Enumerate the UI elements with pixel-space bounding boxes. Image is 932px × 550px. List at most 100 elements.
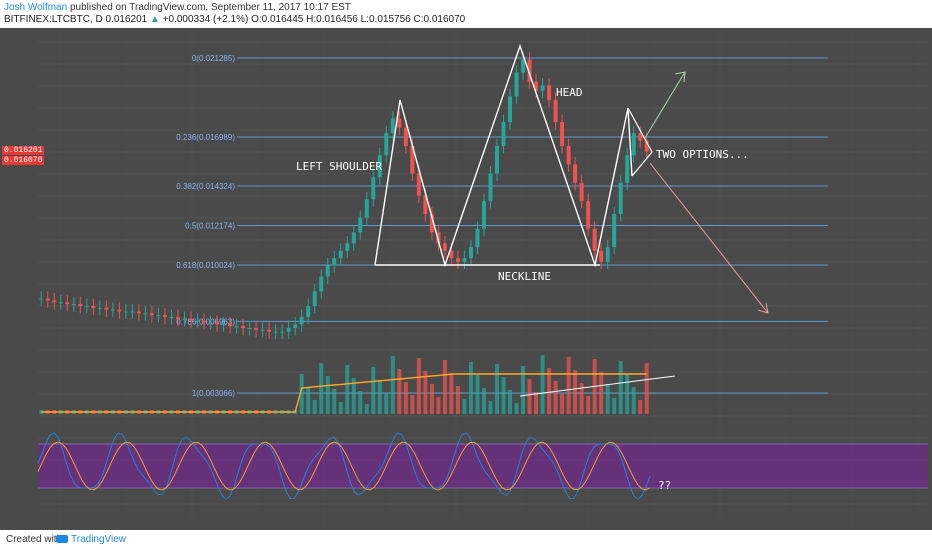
head-shoulders-pattern[interactable] — [374, 43, 769, 397]
last-price: 0.016201 — [105, 14, 148, 25]
candle-body — [397, 118, 402, 128]
candle-body — [143, 313, 148, 315]
volume-bar — [377, 380, 382, 414]
low-value: L:0.015756 — [360, 14, 411, 25]
bearish-arrowhead-icon — [757, 302, 769, 314]
candle-body — [612, 214, 617, 248]
candle-body — [58, 302, 63, 304]
volume-bar — [442, 360, 447, 414]
volume-bar — [560, 394, 565, 414]
candle-body — [91, 305, 96, 308]
volume-bar — [371, 367, 376, 414]
author-name[interactable]: Josh Wolfman — [4, 2, 68, 13]
candle-body — [514, 72, 519, 97]
candle-body — [501, 122, 506, 146]
candle-body — [488, 173, 493, 202]
candle-body — [149, 313, 154, 316]
candle-body — [84, 305, 89, 307]
footer: Created with TradingView — [0, 530, 932, 550]
candle-body — [189, 318, 193, 321]
candle-body — [215, 322, 220, 325]
tradingview-logo[interactable]: TradingView — [56, 534, 126, 545]
volume-bar — [625, 374, 630, 414]
price-change: +0.000334 (+2.1%) — [162, 14, 249, 25]
candle-body — [247, 328, 252, 330]
candle-body — [599, 250, 604, 262]
fib-level-label: 0.382(0.014324) — [176, 182, 235, 191]
volume-bar — [599, 372, 604, 414]
candle-body — [481, 201, 486, 229]
open-value: O:0.016445 — [251, 14, 304, 25]
volume-bar — [351, 378, 356, 414]
candle-body — [377, 155, 382, 178]
chart-area[interactable]: 0(0.021285) 0.236(0.016989) 0.382(0.014324… — [0, 28, 932, 530]
volume-bar — [345, 365, 350, 414]
fib-level-label: 0.618(0.010024) — [176, 261, 235, 270]
volume-bar — [631, 387, 636, 414]
volume-bar — [481, 388, 486, 414]
candle-body — [495, 145, 499, 174]
candle-body — [325, 265, 330, 277]
volume-bar — [436, 397, 441, 414]
candle-body — [306, 305, 311, 317]
volume-bar — [534, 392, 539, 414]
candles — [39, 52, 649, 340]
candle-body — [455, 258, 460, 262]
candle-body — [175, 316, 180, 319]
candle-body — [299, 316, 304, 325]
fib-retracement[interactable]: 0(0.021285) 0.236(0.016989) 0.382(0.014324… — [176, 54, 828, 398]
symbol-name: BITFINEX:LTCBTC, D — [4, 14, 103, 25]
volume-trend-line — [519, 375, 676, 397]
candle-body — [97, 307, 102, 309]
bullish-arrow — [644, 71, 686, 139]
candle-body — [280, 331, 285, 333]
candle-body — [136, 311, 141, 314]
neckline-label: NECKLINE — [498, 270, 551, 283]
candle-body — [416, 173, 421, 196]
candle-body — [241, 326, 246, 329]
volume-bar — [475, 375, 480, 414]
candle-body — [521, 59, 526, 73]
volume-bar — [553, 381, 558, 414]
candle-body — [618, 182, 623, 215]
high-value: H:0.016456 — [306, 14, 358, 25]
candle-body — [547, 85, 552, 101]
candle-body — [65, 302, 70, 305]
candle-body — [625, 155, 630, 183]
candle-body — [553, 100, 558, 123]
candle-body — [208, 322, 213, 324]
candle-body — [449, 250, 454, 259]
volume-bar — [644, 363, 649, 414]
price-chart[interactable]: 0(0.021285) 0.236(0.016989) 0.382(0.014324… — [0, 28, 932, 530]
symbol-info: BITFINEX:LTCBTC, D 0.016201 ▲ +0.000334 … — [4, 14, 465, 25]
candle-body — [638, 133, 643, 141]
candle-body — [286, 328, 291, 332]
volume-bar — [429, 384, 434, 414]
right-shoulder-triangle — [627, 107, 653, 177]
volume-bar — [488, 401, 493, 414]
volume-bar — [39, 410, 44, 414]
fib-level-label: 0.236(0.016989) — [176, 133, 235, 142]
fib-level-label: 0.5(0.012174) — [185, 222, 235, 231]
candle-body — [130, 311, 135, 313]
candle-body — [228, 324, 233, 327]
candle-body — [436, 232, 441, 244]
volume-bar — [527, 379, 532, 414]
volume-bar — [423, 371, 428, 414]
candle-body — [293, 324, 298, 329]
volume-bar — [547, 368, 552, 414]
candle-body — [508, 96, 513, 123]
volume-bar — [332, 389, 337, 414]
candle-body — [260, 329, 265, 331]
candle-body — [560, 122, 565, 146]
candle-body — [442, 243, 447, 251]
candle-body — [631, 133, 636, 156]
candle-body — [71, 304, 76, 306]
published-text: published on TradingView.com, September … — [69, 2, 351, 13]
candle-body — [358, 217, 363, 233]
candle-body — [351, 232, 356, 244]
publish-info: Josh Wolfman published on TradingView.co… — [4, 2, 351, 13]
candle-body — [644, 140, 649, 152]
left-shoulder-label: LEFT SHOULDER — [296, 160, 382, 173]
volume-bar — [306, 387, 311, 414]
